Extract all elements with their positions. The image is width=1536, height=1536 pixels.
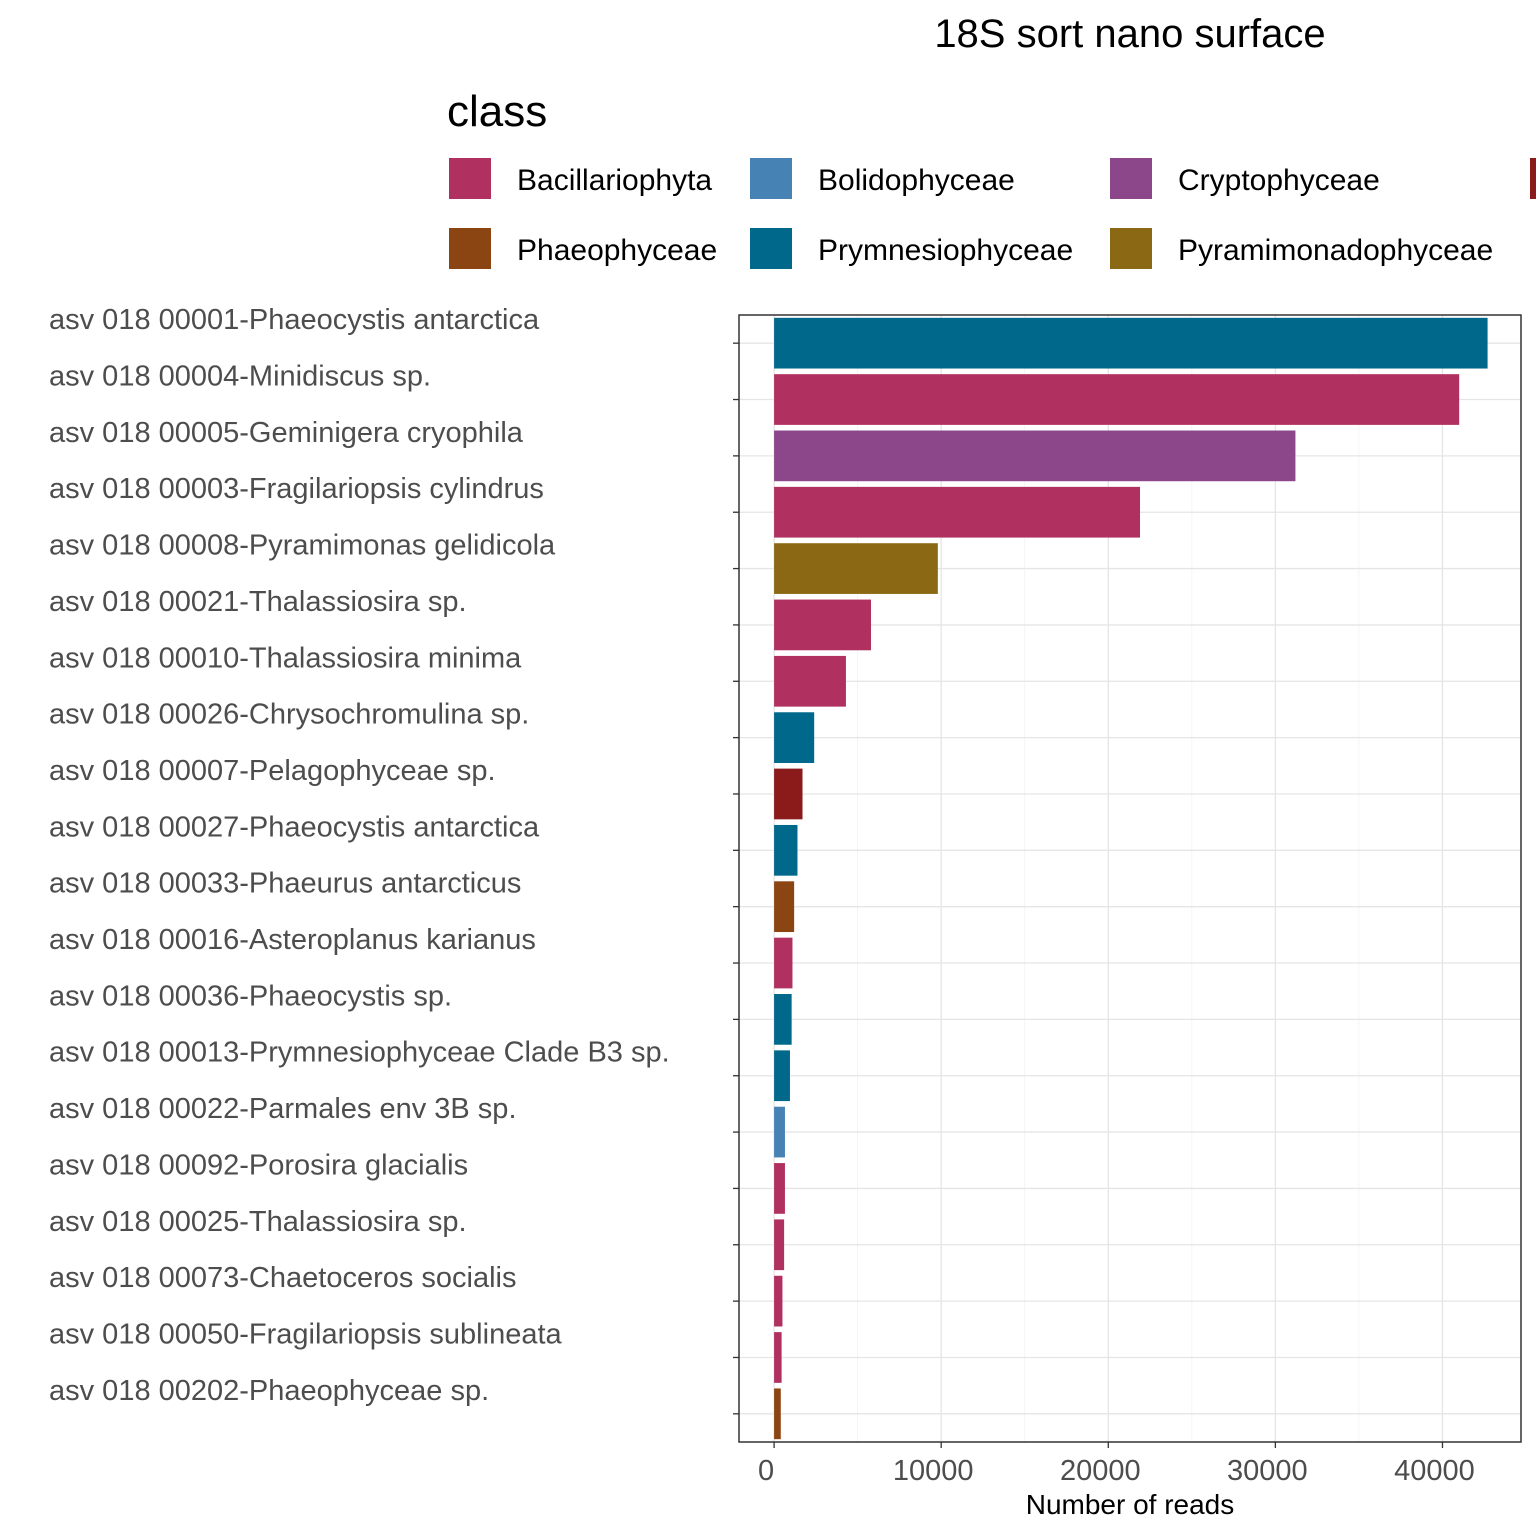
bar [774, 655, 846, 707]
bar [774, 430, 1296, 482]
bar [774, 1388, 781, 1440]
x-tick-label: 0 [758, 1455, 774, 1487]
y-tick-label: asv 018 00005-Geminigera cryophila [49, 417, 524, 449]
bars [774, 317, 1488, 1440]
y-tick-label: asv 018 00202-Phaeophyceae sp. [49, 1375, 489, 1407]
y-tick-label: asv 018 00004-Minidiscus sp. [49, 361, 431, 393]
legend-label: Phaeophyceae [517, 234, 717, 267]
bar [774, 1275, 783, 1327]
bar [774, 599, 872, 651]
y-tick-label: asv 018 00033-Phaeurus antarcticus [49, 868, 521, 900]
y-tick-label: asv 018 00022-Parmales env 3B sp. [49, 1093, 517, 1125]
x-tick-label: 10000 [893, 1455, 974, 1487]
bar [774, 1050, 790, 1102]
bar [774, 486, 1141, 538]
legend-title: class [447, 87, 547, 136]
legend-label: Cryptophyceae [1178, 164, 1380, 197]
bar [774, 1106, 785, 1158]
y-tick-label: asv 018 00016-Asteroplanus karianus [49, 924, 536, 956]
grid [739, 315, 1521, 1442]
y-tick-label: asv 018 00073-Chaetoceros socialis [49, 1262, 517, 1294]
bar [774, 937, 793, 989]
legend-key [1530, 158, 1536, 199]
x-axis-ticks: 0 10000 20000 30000 40000 [758, 1442, 1475, 1487]
legend-key [449, 228, 491, 269]
legend-label: Pyramimonadophyceae [1178, 234, 1493, 267]
y-tick-label: asv 018 00026-Chrysochromulina sp. [49, 699, 529, 731]
y-tick-label: asv 018 00025-Thalassiosira sp. [49, 1206, 467, 1238]
bar [774, 1332, 782, 1383]
y-tick-label: asv 018 00001-Phaeocystis antarctica [49, 304, 540, 336]
y-tick-label: asv 018 00027-Phaeocystis antarctica [49, 811, 540, 843]
bar [774, 824, 798, 876]
legend-label: Bacillariophyta [517, 164, 712, 197]
panel-border [738, 314, 1522, 1443]
y-tick-label: asv 018 00050-Fragilariopsis sublineata [49, 1318, 563, 1350]
y-tick-label: asv 018 00007-Pelagophyceae sp. [49, 755, 496, 787]
bar [774, 374, 1460, 425]
x-tick-label: 40000 [1394, 1455, 1475, 1487]
x-axis-title: Number of reads [1026, 1489, 1235, 1520]
x-tick-label: 30000 [1227, 1455, 1308, 1487]
y-tick-label: asv 018 00013-Prymnesiophyceae Clade B3 … [49, 1037, 670, 1069]
bar [774, 1163, 785, 1214]
bar [774, 1219, 785, 1271]
y-tick-label: asv 018 00003-Fragilariopsis cylindrus [49, 473, 544, 505]
chart-title: 18S sort nano surface [934, 12, 1325, 56]
y-axis-labels: asv 018 00001-Phaeocystis antarctica asv … [49, 304, 739, 1415]
bar [774, 543, 938, 594]
legend-label: Prymnesiophyceae [818, 234, 1073, 267]
y-tick-label: asv 018 00008-Pyramimonas gelidicola [49, 530, 556, 562]
y-tick-label: asv 018 00092-Porosira glacialis [49, 1149, 468, 1181]
legend-key [1110, 158, 1152, 199]
y-tick-label: asv 018 00010-Thalassiosira minima [49, 642, 522, 674]
bar [774, 768, 803, 820]
x-tick-label: 20000 [1060, 1455, 1141, 1487]
legend-key [1110, 228, 1152, 269]
y-tick-label: asv 018 00021-Thalassiosira sp. [49, 586, 467, 618]
y-tick-label: asv 018 00036-Phaeocystis sp. [49, 980, 452, 1012]
legend: Bacillariophyta Bolidophyceae Cryptophycea… [449, 158, 1536, 269]
bar [774, 712, 815, 763]
legend-key [750, 158, 792, 199]
bar [774, 881, 795, 933]
legend-label: Bolidophyceae [818, 164, 1015, 197]
bar [774, 317, 1488, 369]
legend-key [449, 158, 491, 199]
bar [774, 994, 792, 1045]
legend-key [750, 228, 792, 269]
